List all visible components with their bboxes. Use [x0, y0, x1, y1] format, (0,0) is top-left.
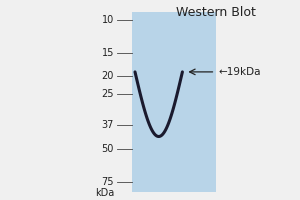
Text: 25: 25: [101, 89, 114, 99]
Text: 37: 37: [102, 120, 114, 130]
Text: kDa: kDa: [95, 188, 114, 198]
Text: 10: 10: [102, 15, 114, 25]
Text: Western Blot: Western Blot: [176, 6, 256, 19]
Text: 75: 75: [101, 177, 114, 187]
Text: 50: 50: [102, 144, 114, 154]
Text: ←19kDa: ←19kDa: [218, 67, 261, 77]
Text: 20: 20: [102, 71, 114, 81]
Bar: [132, 12, 216, 192]
Text: 15: 15: [102, 48, 114, 58]
